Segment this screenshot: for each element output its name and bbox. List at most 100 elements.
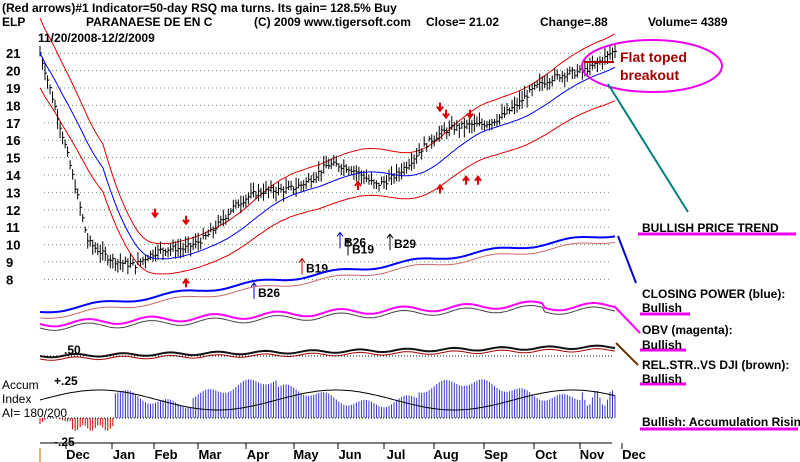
closing-power-pointer	[617, 235, 637, 284]
buy-signal-arrow	[386, 233, 394, 251]
buy-signal-label: B19	[352, 242, 374, 256]
date-range: 11/20/2008-12/2/2009	[38, 31, 155, 45]
accumulation-panel: +.25 -.25	[39, 374, 616, 449]
ma-line	[39, 52, 616, 260]
close-value: 21.02	[469, 15, 500, 29]
closing-power-ma	[39, 241, 616, 319]
accum-tick-plus: +.25	[54, 374, 78, 388]
ticker: ELP	[2, 15, 26, 29]
month-label: May	[293, 447, 319, 462]
price-tick-label: 13	[6, 185, 20, 200]
index-title: Index	[2, 392, 32, 406]
price-tick-label: 19	[6, 81, 20, 96]
accum-ma	[39, 389, 616, 411]
buy-signal-label: B29	[394, 237, 416, 251]
accum-title: Accum	[2, 378, 39, 392]
month-axis: Dec Jan Feb Mar Apr May Jun Jul Aug Sep Oct Nov Dec	[40, 442, 646, 462]
moving-average	[39, 52, 616, 260]
red-down-arrow	[436, 102, 444, 113]
price-axis-ticks: 8 9 10 11 12 13 14 15 16 17 18 19 20 21	[6, 46, 21, 287]
price-tick-label: 20	[6, 64, 20, 79]
red-down-arrow	[182, 215, 190, 226]
buy-signal-arrow	[336, 231, 344, 249]
bollinger-bands	[39, 17, 616, 275]
obv-line	[39, 300, 616, 328]
ai-score: AI= 180/200	[2, 406, 68, 420]
close-label: Close=	[426, 15, 466, 29]
buy-signal-arrow	[250, 282, 258, 299]
red-down-arrow	[442, 109, 450, 120]
flat-topped-label: Flat toped	[620, 49, 687, 65]
relstr-pointer	[615, 342, 639, 366]
red-up-arrow	[436, 183, 444, 194]
obv-ma	[39, 305, 616, 331]
red-up-arrow	[462, 175, 470, 185]
buy-signal-label: B26	[344, 235, 366, 249]
month-label: Nov	[580, 447, 605, 462]
relstr-tick-label: .50	[64, 343, 81, 357]
upper-band	[39, 17, 616, 245]
relstr-ma	[39, 348, 616, 361]
price-tick-label: 14	[6, 168, 21, 183]
close-readout: Close= 21.02	[426, 15, 499, 29]
relstr-value: Bullish	[642, 372, 683, 386]
volume-readout: Volume= 4389	[648, 15, 728, 29]
price-tick-label: 11	[6, 220, 20, 235]
annotations	[39, 39, 798, 462]
price-tick-label: 18	[6, 98, 20, 113]
month-label: Mar	[198, 447, 221, 462]
month-label: Apr	[247, 447, 269, 462]
obv-label: OBV (magenta):	[642, 323, 733, 337]
relstr-label: REL.STR..VS DJI (brown):	[642, 358, 790, 372]
accum-rising-label: Bullish: Accumulation Rising	[642, 415, 800, 429]
red-up-arrow	[354, 180, 362, 190]
company-name: PARANAESE DE EN C	[86, 15, 213, 29]
obv-value: Bullish	[642, 338, 683, 352]
closing-power-label: CLOSING POWER (blue):	[642, 287, 786, 301]
change-label: Change=	[540, 15, 592, 29]
month-label: Jan	[113, 447, 135, 462]
buy-signal-label: B26	[258, 286, 280, 300]
month-label: Dec	[66, 447, 90, 462]
buy-signal-arrow	[298, 257, 306, 275]
price-tick-label: 21	[6, 46, 20, 61]
price-tick-label: 8	[6, 272, 13, 287]
price-tick-label: 17	[6, 116, 20, 131]
closing-power-value: Bullish	[642, 301, 683, 315]
closing-power-line	[39, 235, 616, 314]
month-label: Jul	[387, 447, 406, 462]
price-tick-label: 12	[6, 203, 20, 218]
flat-top-ellipse	[581, 39, 723, 93]
change-value: .88	[591, 15, 608, 29]
price-tick-label: 16	[6, 133, 20, 148]
red-down-arrow	[151, 208, 159, 219]
month-label: Aug	[433, 447, 458, 462]
indicator-panel: .50	[39, 235, 616, 361]
lower-band	[39, 87, 616, 275]
month-label: Feb	[154, 447, 177, 462]
breakout-label: breakout	[620, 67, 680, 83]
volume-value: 4389	[700, 15, 728, 29]
month-label: Dec	[622, 447, 646, 462]
month-label: Oct	[535, 447, 557, 462]
price-tick-label: 15	[6, 151, 20, 166]
price-trend-pointer	[607, 83, 689, 213]
red-up-arrow	[474, 175, 482, 185]
volume-label: Volume=	[648, 15, 698, 29]
change-readout: Change=.88	[540, 15, 608, 29]
red-down-arrow	[466, 109, 474, 120]
month-label: Sep	[484, 447, 508, 462]
copyright: (C) 2009 www.tigersoft.com	[254, 15, 411, 29]
bullish-price-trend-label: BULLISH PRICE TREND	[642, 221, 779, 235]
price-tick-label: 10	[6, 238, 20, 253]
red-up-arrow	[182, 277, 190, 288]
month-label: Jun	[338, 447, 361, 462]
obv-pointer	[613, 305, 641, 334]
gridlines	[44, 52, 612, 280]
price-tick-label: 9	[6, 255, 13, 270]
price-bars	[39, 43, 617, 275]
buy-signal-arrow	[344, 238, 352, 256]
relstr-line	[39, 344, 616, 359]
